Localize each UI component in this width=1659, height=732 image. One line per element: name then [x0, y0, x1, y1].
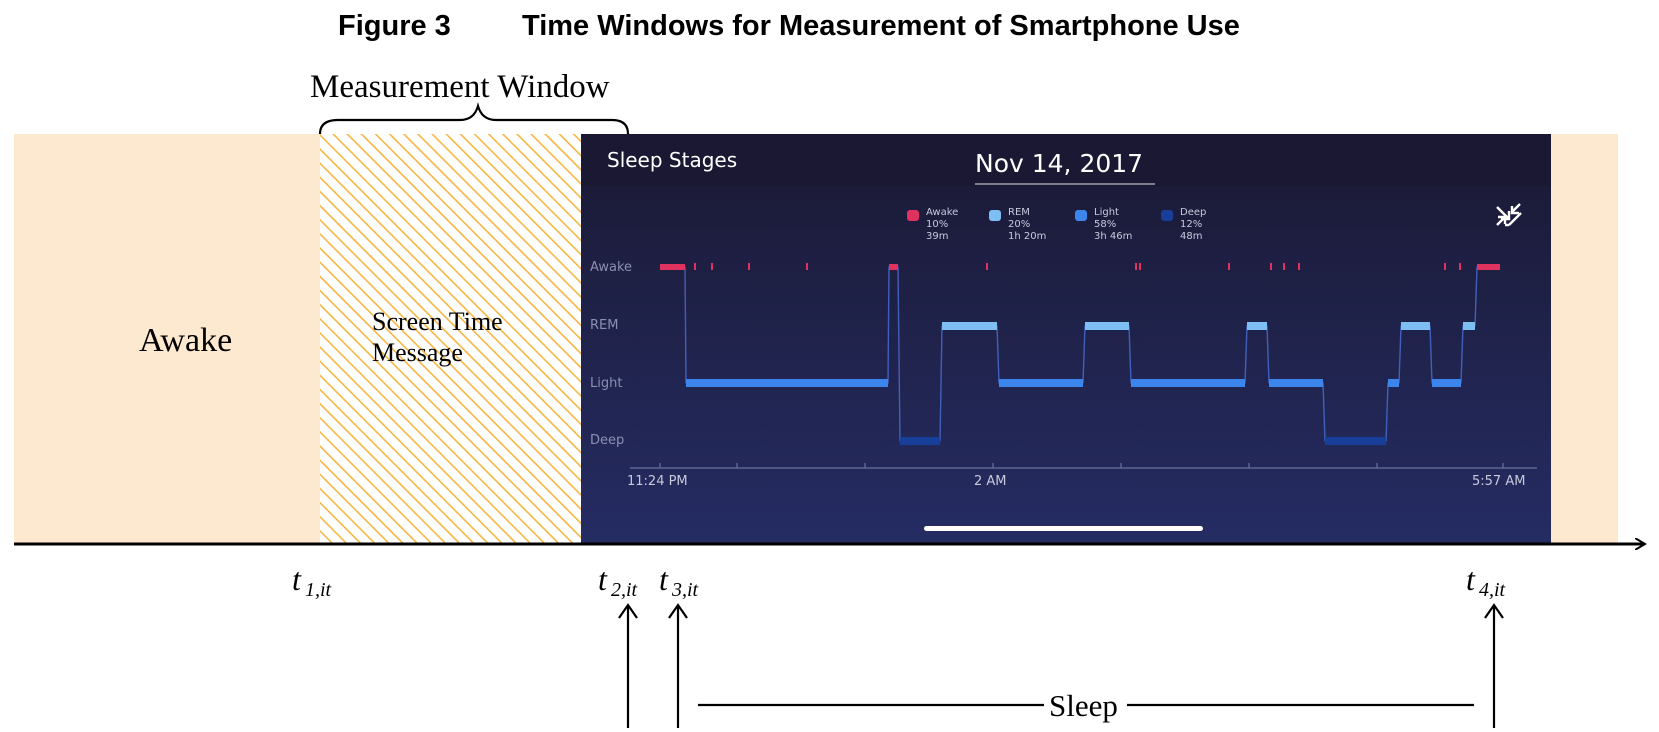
stage-label-rem: REM [590, 318, 618, 333]
time-marker-t1: t 1,it [292, 561, 332, 601]
sleep-stages-title: Sleep Stages [607, 148, 737, 172]
legend-swatch [989, 210, 1001, 221]
sleep-date[interactable]: Nov 14, 2017 [975, 149, 1143, 178]
legend-duration: 3h 46m [1094, 231, 1132, 242]
time-marker-t2: t 2,it [598, 561, 638, 601]
legend-duration: 39m [926, 231, 948, 242]
t1-sub: 1,it [305, 579, 332, 601]
arrow-t4-head [1484, 603, 1504, 619]
screen-time-label-line2: Message [372, 338, 463, 367]
arrow-t3-head [668, 603, 688, 619]
t1-base: t [292, 561, 302, 597]
x-label-mid: 2 AM [974, 474, 1007, 489]
awake-label: Awake [139, 322, 232, 359]
marker-arrows [618, 603, 1504, 728]
stage-label-light: Light [590, 376, 622, 391]
legend-percent: 20% [1008, 219, 1030, 230]
legend-name: Deep [1180, 207, 1206, 218]
legend-name: Awake [926, 207, 958, 218]
legend-name: Light [1094, 207, 1119, 218]
hypnogram [660, 263, 1500, 445]
time-marker-t3: t 3,it [659, 561, 699, 601]
legend-swatch [1075, 210, 1087, 221]
legend-duration: 1h 20m [1008, 231, 1046, 242]
measurement-window-label: Measurement Window [310, 69, 610, 105]
screenshot-background [581, 134, 1551, 544]
t3-sub: 3,it [671, 579, 699, 601]
legend-swatch [1161, 210, 1173, 221]
legend-duration: 48m [1180, 231, 1202, 242]
t4-sub: 4,it [1479, 579, 1506, 601]
measurement-window-brace [318, 102, 630, 135]
legend-percent: 12% [1180, 219, 1202, 230]
figure-label: Figure 3 [338, 10, 451, 42]
arrow-t2-head [618, 603, 638, 619]
screen-time-hatch [320, 134, 581, 544]
legend-swatch [907, 210, 919, 221]
t2-sub: 2,it [611, 579, 638, 601]
home-indicator[interactable] [924, 526, 1203, 531]
x-label-end: 5:57 AM [1472, 474, 1525, 489]
screen-time-label-line1: Screen Time [372, 307, 503, 336]
legend-name: REM [1008, 207, 1030, 218]
figure-title: Time Windows for Measurement of Smartpho… [522, 10, 1240, 42]
collapse-arrows-icon[interactable] [1496, 203, 1522, 227]
sleep-stages-screenshot: Sleep Stages Nov 14, 2017 Awake10%39mREM… [581, 134, 1551, 544]
t3-base: t [659, 561, 669, 597]
stage-label-deep: Deep [590, 433, 624, 448]
stage-label-awake: Awake [590, 260, 632, 275]
t4-base: t [1466, 561, 1476, 597]
sleep-label: Sleep [1049, 688, 1118, 723]
t2-base: t [598, 561, 608, 597]
time-marker-t4: t 4,it [1466, 561, 1506, 601]
screenshot-header-bar [581, 134, 1551, 186]
awake-ticks [694, 263, 1461, 270]
x-label-start: 11:24 PM [627, 474, 688, 489]
legend-percent: 58% [1094, 219, 1116, 230]
x-axis-ticks [659, 463, 1504, 468]
legend-percent: 10% [926, 219, 948, 230]
